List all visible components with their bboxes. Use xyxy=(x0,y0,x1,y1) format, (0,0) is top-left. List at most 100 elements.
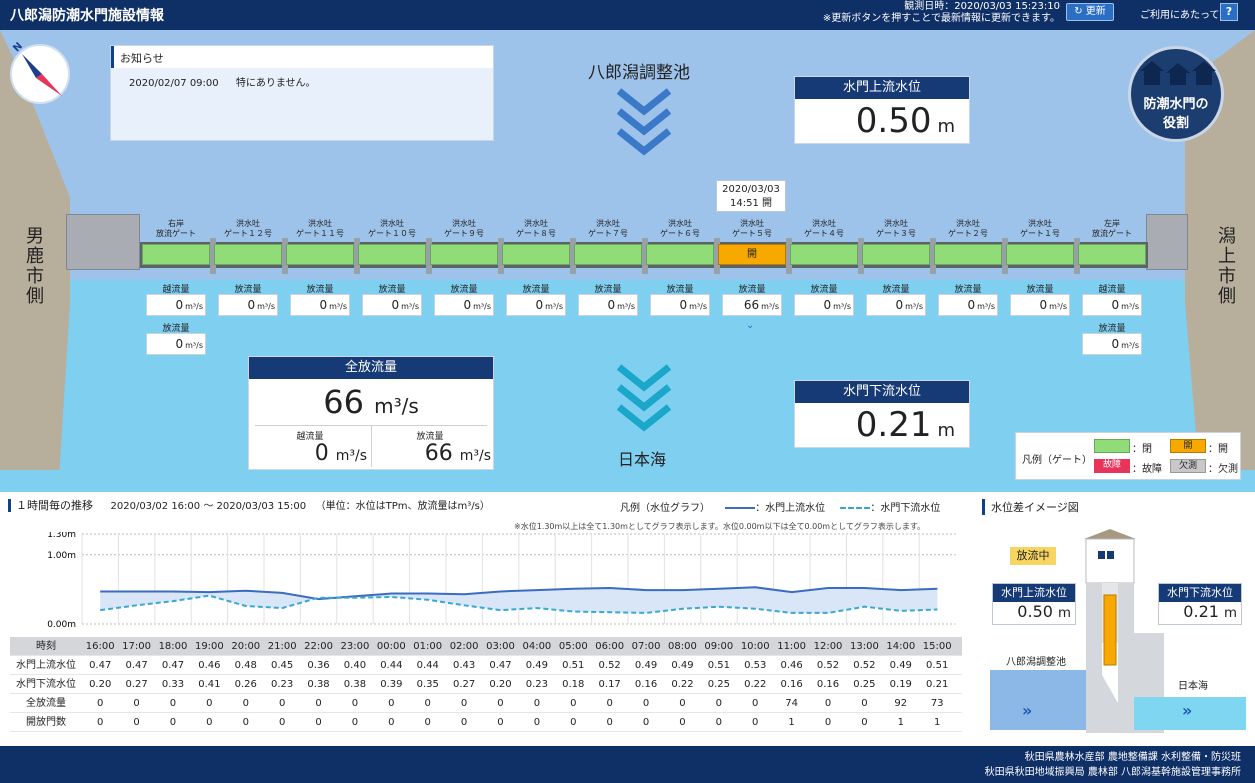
table-cell: 0.16 xyxy=(780,679,803,690)
table-cell: 0 xyxy=(133,698,140,709)
trend-range: 2020/03/02 16:00 ～ 2020/03/03 15:00 xyxy=(110,501,307,512)
gate-flow: 放流量 0 m³/s xyxy=(434,282,494,316)
gate-flow: 放流量 0 m³/s xyxy=(362,282,422,316)
table-cell: 0 xyxy=(351,717,359,728)
time-cell: 08:00 xyxy=(668,641,697,652)
gate-bar[interactable] xyxy=(430,244,498,265)
table-cell: 0 xyxy=(133,717,140,728)
gate-flow: 放流量 0 m³/s xyxy=(938,282,998,316)
flow-sea-arrow-icon xyxy=(616,364,672,432)
image-lake-label: 八郎潟調整池 xyxy=(1006,657,1066,668)
release-label: 放流量 xyxy=(416,432,444,442)
table-cell: 0.38 xyxy=(307,679,330,690)
gate-bar[interactable] xyxy=(934,244,1002,265)
gate-bar[interactable] xyxy=(646,244,714,265)
graph-legend: 凡例（水位グラフ） ：水門上流水位 ：水門下流水位 xyxy=(620,503,941,514)
gate-bar[interactable] xyxy=(1006,244,1074,265)
trend-unit-note: （単位：水位はTPm、放流量はm³/s） xyxy=(315,501,490,512)
gate-cross-section-image xyxy=(990,529,1246,733)
gate-bar[interactable] xyxy=(502,244,570,265)
image-down-value: 0.21 xyxy=(1183,602,1219,621)
table-cell: 0.48 xyxy=(234,660,257,671)
table-cell: 0 xyxy=(606,698,613,709)
table-cell: 0.22 xyxy=(671,679,694,690)
time-cell: 01:00 xyxy=(413,641,443,652)
image-up-box: 水門上流水位 0.50 m xyxy=(992,583,1076,625)
image-down-box: 水門下流水位 0.21 m xyxy=(1158,583,1242,625)
table-cell: 0 xyxy=(97,717,104,728)
table-cell: 0 xyxy=(752,698,759,709)
gate-flow: 放流量 0 m³/s xyxy=(578,282,638,316)
gate-houses-icon xyxy=(1140,61,1216,85)
gate-bar[interactable] xyxy=(574,244,642,265)
table-cell: 0.40 xyxy=(343,660,367,671)
gate-pier xyxy=(426,238,432,274)
gate-bar[interactable]: 開 xyxy=(718,244,786,265)
gate-bar[interactable] xyxy=(214,244,282,265)
refresh-button[interactable]: ↻ 更新 xyxy=(1066,3,1114,21)
gate-bar[interactable] xyxy=(1078,244,1146,265)
trend-header: １時間毎の推移 2020/03/02 16:00 ～ 2020/03/03 15… xyxy=(8,497,490,513)
time-cell: 17:00 xyxy=(122,641,151,652)
time-cell: 18:00 xyxy=(158,641,188,652)
gate-flow: 放流量 0 m³/s xyxy=(290,282,350,316)
table-cell: 0 xyxy=(570,717,577,728)
gate-bar[interactable] xyxy=(142,244,210,265)
table-cell: 0 xyxy=(424,717,431,728)
table-row: 全放流量 0 0 0 0 0 0 0 0 0 0 0 0 0 0 0 0 0 0 0 74 0 0 92 73 xyxy=(10,694,962,713)
table-cell: 0.41 xyxy=(198,679,221,690)
table-cell: 0.44 xyxy=(416,660,439,671)
gate-bar[interactable] xyxy=(862,244,930,265)
table-cell: 0.36 xyxy=(307,660,330,671)
gate-bar[interactable] xyxy=(358,244,426,265)
trend-title: １時間毎の推移 xyxy=(8,499,93,512)
table-cell: 1 xyxy=(933,717,941,728)
role-line2: 役割 xyxy=(1162,116,1189,131)
lake-label: 八郎潟調整池 xyxy=(588,63,690,83)
image-flow-arrow-icon: » xyxy=(1022,701,1033,720)
gate-pier xyxy=(210,238,216,274)
right-side-label: 潟上市側 xyxy=(1215,226,1236,306)
gate-pier xyxy=(1074,238,1080,274)
table-cell: 0 xyxy=(861,698,868,709)
time-cell: 21:00 xyxy=(267,641,297,652)
gate-flow-value: 0 xyxy=(607,298,616,312)
gate-flow-value: 0 xyxy=(1039,298,1048,312)
table-cell: 0.22 xyxy=(744,679,767,690)
gate-pier xyxy=(282,238,288,274)
table-cell: 0 xyxy=(388,698,395,709)
y-tick-label: 1.00m xyxy=(47,551,76,561)
table-cell: 0.23 xyxy=(271,679,294,690)
gate-pier xyxy=(1002,238,1008,274)
downstream-level-value: 0.21 xyxy=(855,405,932,445)
usage-link[interactable]: ご利用にあたって xyxy=(1140,10,1220,21)
gate-role-button[interactable]: 防潮水門の 役割 xyxy=(1128,46,1224,142)
app-title: 八郎潟防潮水門施設情報 xyxy=(10,8,164,24)
gate-label: 左岸 放流ゲート xyxy=(1092,219,1132,238)
gate-label: 洪水吐 ゲート９号 xyxy=(444,219,484,238)
table-cell: 0 xyxy=(278,717,286,728)
gate-pier xyxy=(354,238,360,274)
gate-flow: 放流量 0 m³/s xyxy=(650,282,710,316)
gate-flow: 越流量 0 m³/s 放流量 0 m³/s xyxy=(1082,282,1142,355)
time-cell: 06:00 xyxy=(595,641,625,652)
gate-bar[interactable] xyxy=(790,244,858,265)
time-cell: 15:00 xyxy=(922,641,952,652)
table-cell: 0 xyxy=(606,717,613,728)
table-cell: 0 xyxy=(460,698,468,709)
table-cell: 0.35 xyxy=(416,679,439,690)
table-cell: 0 xyxy=(642,717,650,728)
table-cell: 0 xyxy=(679,717,686,728)
notice-entry: 2020/02/07 09:00 特にありません。 xyxy=(129,74,316,89)
table-cell: 0.27 xyxy=(125,679,148,690)
help-button[interactable]: ? xyxy=(1220,3,1238,21)
gate-bar[interactable] xyxy=(286,244,354,265)
gate-flow: 放流量 0 m³/s xyxy=(1010,282,1070,316)
table-row: 水門下流水位 0.20 0.27 0.33 0.41 0.26 0.23 0.38 0.38 0.… xyxy=(10,675,962,694)
table-cell: 0.49 xyxy=(671,660,694,671)
table-cell: 74 xyxy=(785,698,798,709)
y-tick-label: 1.30m xyxy=(47,532,76,540)
table-cell: 92 xyxy=(894,698,908,709)
table-cell: 0.52 xyxy=(853,660,876,671)
table-cell: 0.16 xyxy=(634,679,658,690)
